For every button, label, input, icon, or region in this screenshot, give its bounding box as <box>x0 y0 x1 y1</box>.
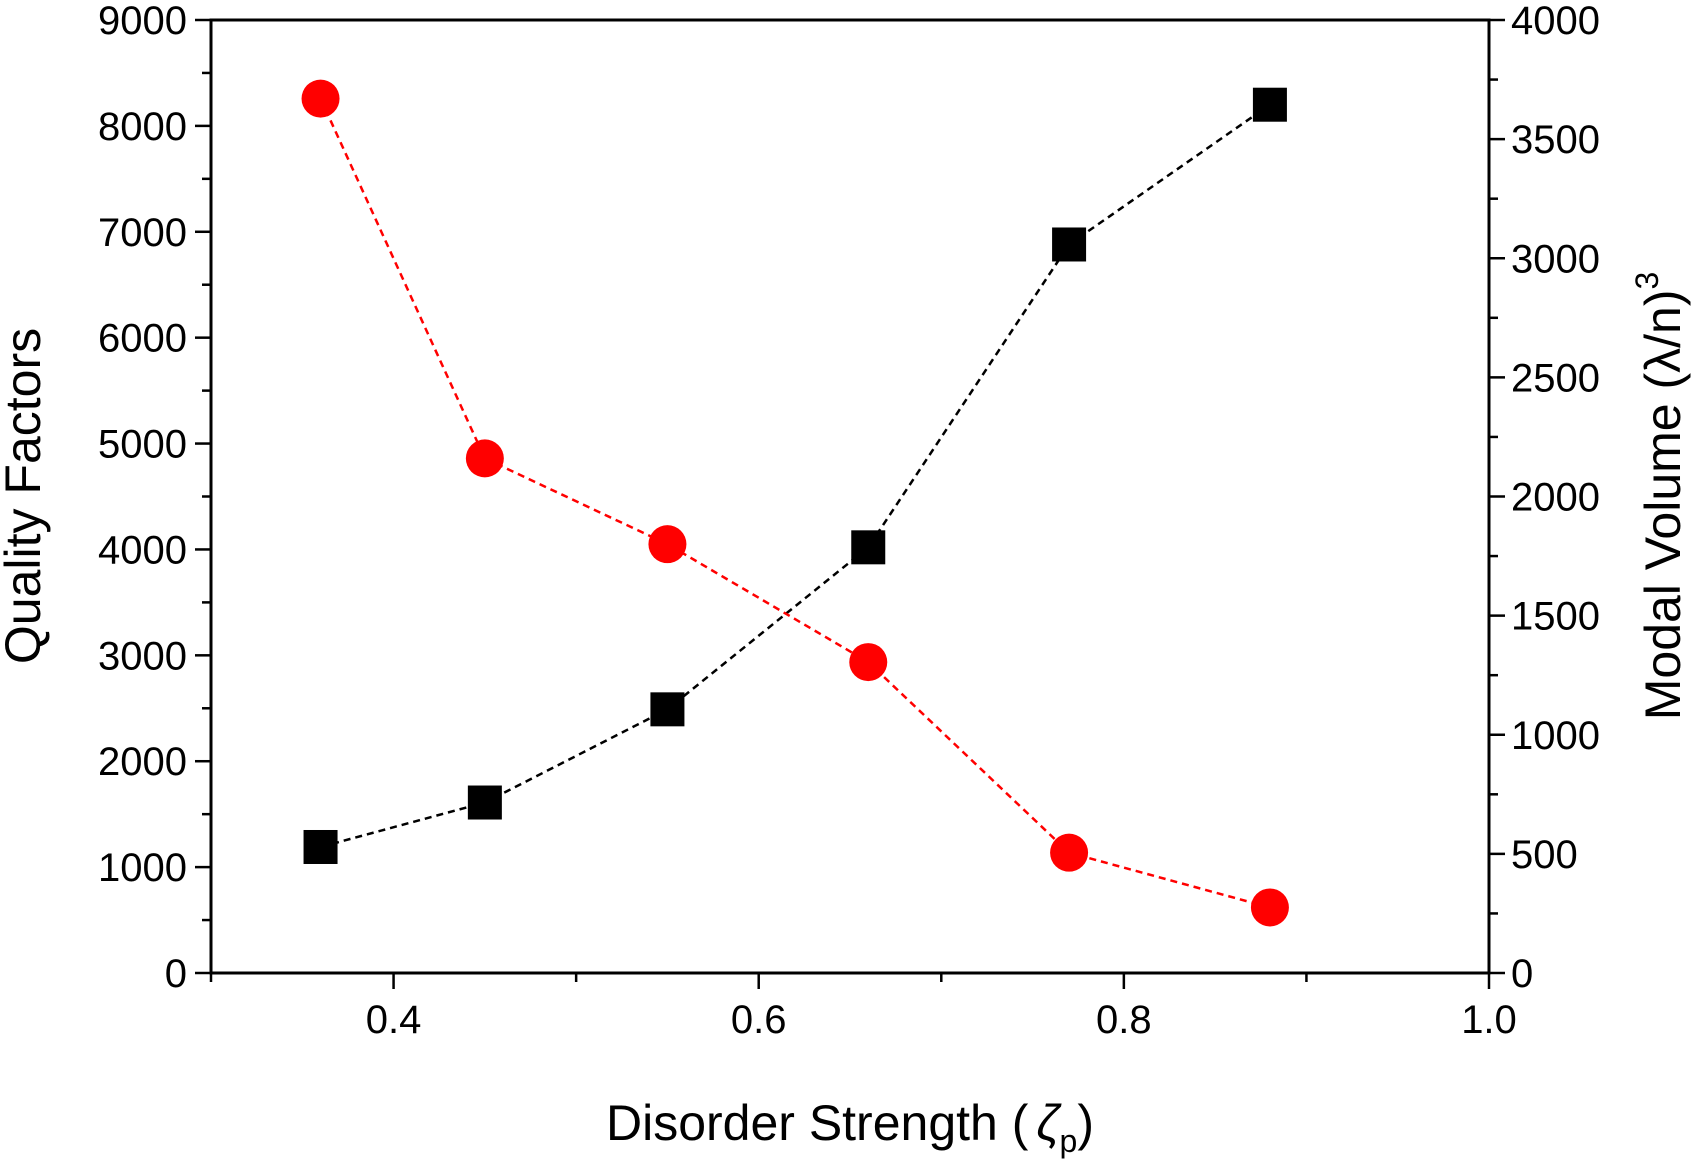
series-1-point <box>849 643 888 682</box>
x-tick-label: 0.6 <box>731 998 787 1042</box>
x-axis-title-main: Disorder Strength ( <box>606 1095 1029 1151</box>
y-tick-label: 0 <box>165 952 187 996</box>
y2-tick-label: 3500 <box>1511 118 1600 162</box>
plot-frame <box>209 18 1491 975</box>
y2-axis-title-main: Modal Volume (λ/n) <box>1635 290 1691 721</box>
y-tick-label: 1000 <box>98 846 187 890</box>
y2-tick-label: 4000 <box>1511 0 1600 43</box>
y2-tick-label: 1000 <box>1511 714 1600 758</box>
series-1-point <box>1250 888 1289 927</box>
series-0-point <box>1052 227 1087 262</box>
y-tick-label: 8000 <box>98 105 187 149</box>
y2-tick-label: 0 <box>1511 952 1533 996</box>
y2-axis-title-superscript: 3 <box>1629 272 1665 290</box>
x-axis-title-symbol: ζ <box>1036 1095 1062 1151</box>
y-tick-label: 2000 <box>98 740 187 784</box>
series-0-point <box>851 530 886 565</box>
x-tick-label: 0.4 <box>366 998 422 1042</box>
series-0-point <box>1252 87 1287 122</box>
x-axis-title-close: ) <box>1077 1095 1094 1151</box>
series-0-point <box>303 829 338 864</box>
axis-ticks <box>195 18 1505 989</box>
y-tick-label: 7000 <box>98 211 187 255</box>
y-tick-label: 9000 <box>98 0 187 43</box>
series-1-point <box>648 525 687 564</box>
y-tick-label: 5000 <box>98 423 187 467</box>
y-tick-label: 4000 <box>98 528 187 572</box>
y-tick-label: 3000 <box>98 634 187 678</box>
data-series <box>301 79 1289 927</box>
y-tick-label: 6000 <box>98 317 187 361</box>
y2-tick-label: 2000 <box>1511 476 1600 520</box>
y2-axis-title: Modal Volume (λ/n)3 <box>1629 272 1691 721</box>
series-0-line <box>320 103 1271 849</box>
y2-tick-label: 2500 <box>1511 356 1600 400</box>
series-1-point <box>1050 833 1089 872</box>
series-1-line <box>319 98 1271 909</box>
series-1-point <box>465 439 504 478</box>
y-axis-title: Quality Factors <box>0 328 51 664</box>
series-0-point <box>650 692 685 727</box>
x-tick-label: 0.8 <box>1096 998 1152 1042</box>
x-axis-title: Disorder Strength (ζp) <box>606 1095 1094 1159</box>
series-0-point <box>467 785 502 820</box>
x-axis-title-subscript: p <box>1060 1123 1078 1159</box>
series-1-point <box>301 79 340 118</box>
y2-tick-label: 500 <box>1511 833 1578 877</box>
tick-labels: 0.4 0.6 0.8 1.00100020003000400050006000700… <box>98 0 1600 1042</box>
y2-tick-label: 1500 <box>1511 595 1600 639</box>
y2-tick-label: 3000 <box>1511 237 1600 281</box>
x-tick-label: 1.0 <box>1461 998 1517 1042</box>
